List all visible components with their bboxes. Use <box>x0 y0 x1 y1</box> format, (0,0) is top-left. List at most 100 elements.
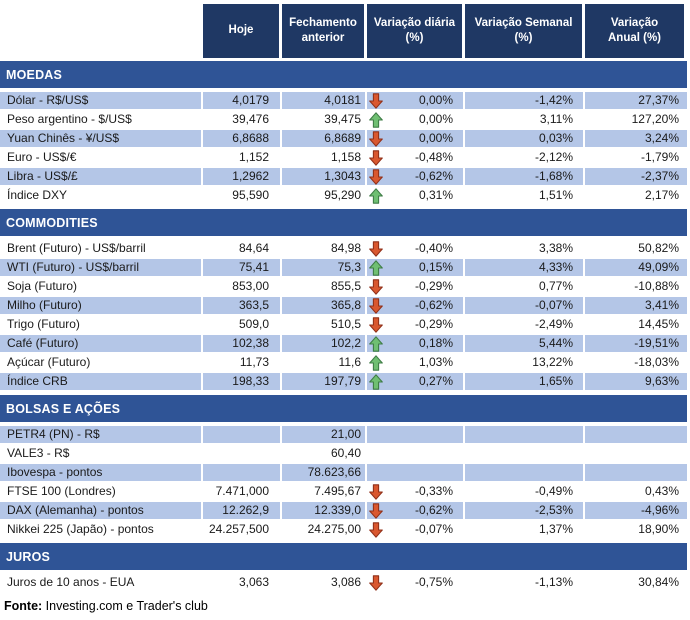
section-rows: PETR4 (PN) - R$ 21,00 VALE3 - R$ 60,40 I… <box>0 426 690 540</box>
variacao-anual-value: 18,90% <box>638 522 679 536</box>
table-section: BOLSAS E AÇÕES PETR4 (PN) - R$ 21,00 VAL… <box>0 395 690 540</box>
section-header: MOEDAS <box>0 61 687 88</box>
source-note-text: Investing.com e Trader's club <box>42 599 208 613</box>
hoje-value: 39,476 <box>203 111 282 128</box>
hoje-value: 84,64 <box>203 240 282 257</box>
variacao-semanal-value: 1,65% <box>465 373 585 390</box>
hoje-value: 1,2962 <box>203 168 282 185</box>
variacao-diaria-value: 0,31% <box>418 188 453 202</box>
table-row: Soja (Futuro) 853,00 855,5 -0,29% 0,77% … <box>0 278 687 297</box>
fechamento-anterior-value: 4,0181 <box>282 92 367 109</box>
instrument-label: Dólar - R$/US$ <box>0 92 203 109</box>
variacao-diaria-cell: -0,75% <box>367 574 465 591</box>
variacao-diaria-value: 0,27% <box>418 374 453 388</box>
table-row: Café (Futuro) 102,38 102,2 0,18% 5,44% -… <box>0 335 687 354</box>
variacao-diaria-cell: 0,31% <box>367 187 465 204</box>
table-row: Açúcar (Futuro) 11,73 11,6 1,03% 13,22% … <box>0 354 687 373</box>
variacao-anual-value <box>585 464 687 481</box>
down-arrow-icon <box>369 316 383 333</box>
hoje-value <box>203 464 282 481</box>
variacao-anual-value: -2,37% <box>585 168 687 185</box>
down-arrow-icon <box>369 240 383 257</box>
hoje-value: 198,33 <box>203 373 282 390</box>
variacao-diaria-value: 0,15% <box>418 260 453 274</box>
variacao-anual-value: 3,24% <box>585 130 687 147</box>
variacao-anual-value: 127,20% <box>631 112 679 126</box>
fechamento-anterior-value: 12.339,0 <box>282 502 367 519</box>
instrument-label: Nikkei 225 (Japão) - pontos <box>0 521 203 538</box>
variacao-diaria-cell: -0,62% <box>367 297 465 314</box>
fechamento-anterior-value: 3,086 <box>282 574 367 591</box>
fechamento-anterior-value: 24.275,00 <box>282 521 367 538</box>
instrument-label: Café (Futuro) <box>0 335 203 352</box>
instrument-label: Trigo (Futuro) <box>0 316 203 333</box>
table-section: JUROS Juros de 10 anos - EUA 3,063 3,086… <box>0 543 690 593</box>
variacao-semanal-value: -0,07% <box>465 297 585 314</box>
table-row: Yuan Chinês - ¥/US$ 6,8688 6,8689 0,00% … <box>0 130 687 149</box>
fechamento-anterior-value: 60,40 <box>282 445 367 462</box>
fechamento-anterior-value: 84,98 <box>282 240 367 257</box>
variacao-semanal-value <box>465 445 585 462</box>
table-row: Euro - US$/€ 1,152 1,158 -0,48% -2,12% -… <box>0 149 687 168</box>
variacao-diaria-cell: 0,15% <box>367 259 465 276</box>
hoje-value: 363,5 <box>203 297 282 314</box>
variacao-anual-value: -18,03% <box>634 355 679 369</box>
table-row: VALE3 - R$ 60,40 <box>0 445 687 464</box>
section-title: BOLSAS E AÇÕES <box>6 401 121 416</box>
fechamento-anterior-value: 365,8 <box>282 297 367 314</box>
fechamento-anterior-value: 102,2 <box>282 335 367 352</box>
table-row: Índice DXY 95,590 95,290 0,31% 1,51% 2,1… <box>0 187 687 206</box>
variacao-diaria-cell: -0,62% <box>367 502 465 519</box>
variacao-diaria-cell: -0,48% <box>367 149 465 166</box>
table-row: Trigo (Futuro) 509,0 510,5 -0,29% -2,49%… <box>0 316 687 335</box>
hoje-value: 7.471,000 <box>203 483 282 500</box>
instrument-label: Brent (Futuro) - US$/barril <box>0 240 203 257</box>
variacao-semanal-value: -2,49% <box>465 316 585 333</box>
header-empty-corner <box>0 4 203 58</box>
fechamento-anterior-value: 510,5 <box>282 316 367 333</box>
section-header: JUROS <box>0 543 687 570</box>
table-row: DAX (Alemanha) - pontos 12.262,9 12.339,… <box>0 502 687 521</box>
hoje-value: 4,0179 <box>203 92 282 109</box>
section-rows: Brent (Futuro) - US$/barril 84,64 84,98 … <box>0 240 690 392</box>
table-row: Brent (Futuro) - US$/barril 84,64 84,98 … <box>0 240 687 259</box>
instrument-label: Juros de 10 anos - EUA <box>0 574 203 591</box>
variacao-anual-value <box>585 426 687 443</box>
instrument-label: PETR4 (PN) - R$ <box>0 426 203 443</box>
fechamento-anterior-value: 1,3043 <box>282 168 367 185</box>
section-rows: Juros de 10 anos - EUA 3,063 3,086 -0,75… <box>0 574 690 593</box>
hoje-value: 11,73 <box>203 354 282 371</box>
instrument-label: Peso argentino - $/US$ <box>0 111 203 128</box>
instrument-label: Libra - US$/£ <box>0 168 203 185</box>
hoje-value: 3,063 <box>203 574 282 591</box>
variacao-semanal-value: 0,77% <box>465 278 585 295</box>
instrument-label: DAX (Alemanha) - pontos <box>0 502 203 519</box>
table-row: PETR4 (PN) - R$ 21,00 <box>0 426 687 445</box>
down-arrow-icon <box>369 502 383 519</box>
variacao-diaria-cell: -0,40% <box>367 240 465 257</box>
section-title: MOEDAS <box>6 67 63 82</box>
hoje-value: 95,590 <box>203 187 282 204</box>
column-header-variacao-diaria: Variação diária (%) <box>367 4 465 58</box>
variacao-anual-value: 14,45% <box>638 317 679 331</box>
variacao-anual-value: 50,82% <box>638 241 679 255</box>
section-header: BOLSAS E AÇÕES <box>0 395 687 422</box>
variacao-diaria-cell: 0,00% <box>367 111 465 128</box>
variacao-diaria-cell: 1,03% <box>367 354 465 371</box>
variacao-semanal-value: -0,49% <box>465 483 585 500</box>
down-arrow-icon <box>369 92 383 109</box>
section-rows: Dólar - R$/US$ 4,0179 4,0181 0,00% -1,42… <box>0 92 690 206</box>
hoje-value: 509,0 <box>203 316 282 333</box>
variacao-anual-value: 27,37% <box>585 92 687 109</box>
source-note-label: Fonte: <box>4 599 43 613</box>
variacao-semanal-value <box>465 464 585 481</box>
variacao-anual-value: -19,51% <box>585 335 687 352</box>
hoje-value: 24.257,500 <box>203 521 282 538</box>
variacao-semanal-value: -1,68% <box>465 168 585 185</box>
hoje-value <box>203 445 282 462</box>
variacao-anual-value: 0,43% <box>644 484 679 498</box>
variacao-diaria-value: 1,03% <box>418 355 453 369</box>
up-arrow-icon <box>369 111 383 128</box>
variacao-semanal-value: 3,38% <box>465 240 585 257</box>
